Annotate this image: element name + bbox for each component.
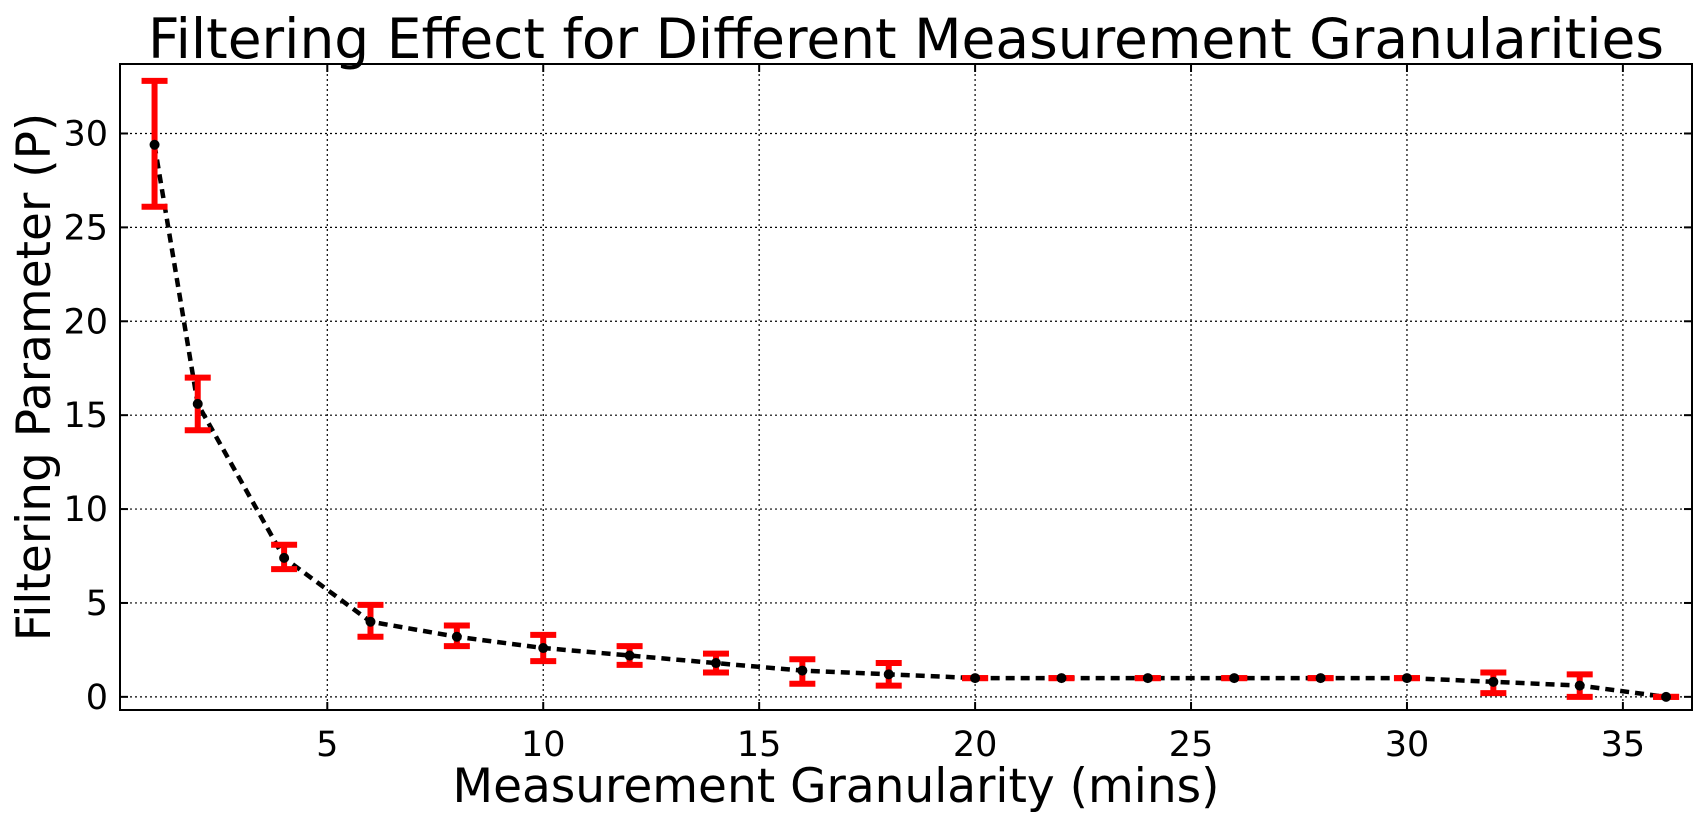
- y-tick-label: 30: [63, 114, 108, 154]
- data-point: [883, 669, 894, 680]
- data-point: [797, 665, 808, 676]
- data-point: [149, 139, 160, 150]
- y-tick-label: 5: [86, 584, 108, 624]
- y-axis-label: Filtering Parameter (P): [7, 113, 62, 642]
- data-point: [624, 650, 635, 661]
- data-point: [1315, 673, 1326, 684]
- data-point: [365, 616, 376, 627]
- data-point: [1056, 673, 1067, 684]
- y-tick-label: 20: [63, 302, 108, 342]
- y-tick-label: 25: [63, 208, 108, 248]
- x-axis-label: Measurement Granularity (mins): [453, 759, 1220, 814]
- data-point: [970, 673, 981, 684]
- x-tick-label: 5: [316, 725, 338, 765]
- x-tick-label: 10: [521, 725, 566, 765]
- data-point: [1401, 673, 1412, 684]
- data-point: [1488, 676, 1499, 687]
- data-point: [1661, 691, 1672, 702]
- data-point: [192, 398, 203, 409]
- x-tick-label: 25: [1169, 725, 1214, 765]
- x-tick-label: 15: [737, 725, 782, 765]
- data-point: [1574, 680, 1585, 691]
- plot-area: [141, 77, 1680, 702]
- data-point: [538, 643, 549, 654]
- x-tick-label: 20: [953, 725, 998, 765]
- data-point: [451, 631, 462, 642]
- data-point: [710, 658, 721, 669]
- y-tick-label: 10: [63, 490, 108, 530]
- data-point: [1142, 673, 1153, 684]
- chart-title: Filtering Effect for Different Measureme…: [148, 7, 1664, 71]
- data-point: [279, 552, 290, 563]
- plot-frame: [119, 63, 1693, 711]
- data-point: [1229, 673, 1240, 684]
- axis-ticks: 5 10 15 20 25 30 35 0 5 10 15 20 25 30: [63, 64, 1692, 765]
- x-tick-label: 30: [1385, 725, 1430, 765]
- y-tick-label: 0: [86, 678, 108, 718]
- y-tick-label: 15: [63, 396, 108, 436]
- x-tick-label: 35: [1601, 725, 1646, 765]
